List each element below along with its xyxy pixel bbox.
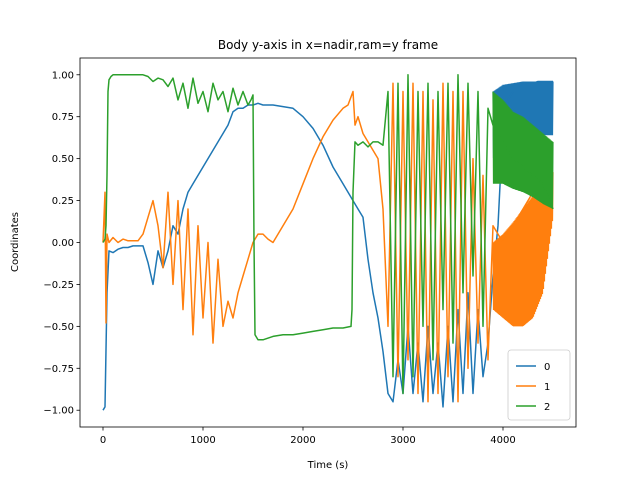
x-tick-label: 3000 xyxy=(390,435,415,446)
y-tick-label: 1.00 xyxy=(52,70,74,81)
y-tick-label: 0.75 xyxy=(52,112,74,123)
series-band-2 xyxy=(492,91,554,209)
plot-area xyxy=(79,57,577,428)
legend-label-2: 2 xyxy=(544,402,550,413)
y-axis: −1.00 −0.75 −0.50 −0.25 0.00 0.25 0.50 0.75 1.00 xyxy=(43,70,80,417)
y-tick-label: −1.00 xyxy=(43,406,74,417)
y-tick-label: 0.50 xyxy=(52,154,74,165)
x-tick-label: 0 xyxy=(100,435,106,446)
x-tick-label: 1000 xyxy=(190,435,215,446)
legend-label-0: 0 xyxy=(544,362,550,373)
series-group xyxy=(102,74,554,411)
y-tick-label: −0.50 xyxy=(43,322,74,333)
chart-title: Body y-axis in x=nadir,ram=y frame xyxy=(218,38,438,52)
series-line-2 xyxy=(102,74,554,395)
x-axis-label: Time (s) xyxy=(307,460,349,471)
y-axis-label: Coordinates xyxy=(10,212,21,272)
y-tick-label: −0.75 xyxy=(43,364,74,375)
y-tick-label: 0.00 xyxy=(52,238,74,249)
y-tick-label: 0.25 xyxy=(52,196,74,207)
x-axis: 0 1000 2000 3000 4000 xyxy=(100,427,516,446)
legend-box xyxy=(507,349,571,421)
legend-label-1: 1 xyxy=(544,382,550,393)
legend: 0 1 2 xyxy=(507,349,571,421)
y-tick-label: −0.25 xyxy=(43,280,74,291)
x-tick-label: 2000 xyxy=(290,435,315,446)
x-tick-label: 4000 xyxy=(490,435,515,446)
